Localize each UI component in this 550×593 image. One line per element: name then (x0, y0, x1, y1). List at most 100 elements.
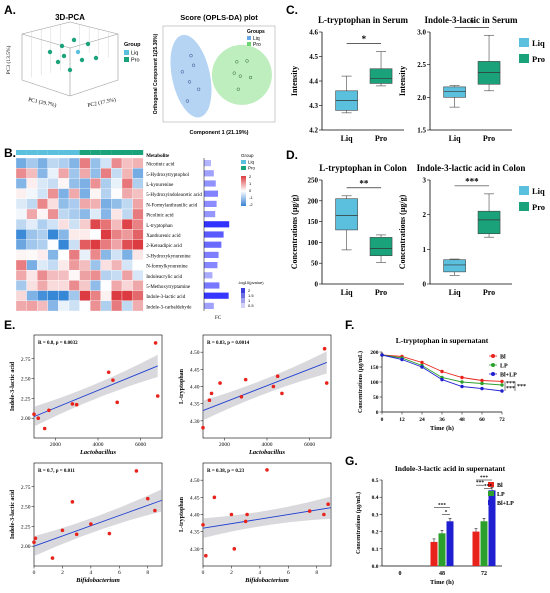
legend-entry: Pro (131, 58, 140, 64)
heatmap-cell (79, 270, 91, 281)
legend-swatch (241, 160, 246, 164)
scatter-point (322, 512, 326, 517)
fc-bar (204, 302, 214, 309)
x-tick-label: 0 (33, 570, 36, 576)
y-tick-label: 0 (315, 281, 319, 289)
heatmap-cell (47, 280, 59, 291)
scatter-point (50, 556, 55, 560)
y-tick-label: 50 (311, 260, 319, 268)
axis-label-x: Component 1 (21.19%) (190, 130, 249, 136)
y-tick-label: 100 (308, 239, 319, 247)
legend-entry: Liq (532, 186, 545, 196)
color-scale-bar (241, 176, 246, 206)
legend-swatch (488, 482, 494, 487)
heatmap-cell (26, 300, 38, 312)
y-tick-label: 1.5 (417, 127, 426, 135)
heatmap-cell (111, 259, 123, 271)
scatter-point (243, 377, 248, 382)
opls-point (196, 87, 201, 91)
cube-edge (69, 21, 119, 35)
heatmap-cell (68, 270, 80, 281)
x-tick-label: Liq (449, 288, 462, 297)
heatmap-cell (58, 280, 70, 291)
heatmap-cell (90, 198, 101, 210)
x-tick-label: Liq (341, 288, 354, 297)
pca-point (55, 59, 61, 65)
scatter-point (245, 512, 249, 517)
confidence-band (203, 496, 331, 539)
bar (430, 541, 438, 566)
heatmap-cell (26, 280, 38, 291)
pvalue-tick: 1 (248, 298, 251, 303)
regression-line (202, 362, 327, 411)
heatmap-cell (58, 239, 70, 250)
x-tick-label: 8 (315, 570, 318, 576)
pca-point (71, 37, 77, 43)
heatmap-cell (37, 259, 48, 271)
heatmap-cell (132, 259, 144, 271)
cube-edge (21, 79, 71, 97)
heatmap-cell (79, 168, 91, 179)
heatmap-cell (100, 259, 112, 271)
series-point (420, 360, 424, 365)
legend-entry: Liq (131, 51, 138, 57)
heatmap-cell (26, 219, 38, 230)
opls-point (232, 71, 236, 75)
confidence-band (34, 489, 162, 557)
heatmap-cell (121, 259, 133, 271)
heatmap-cell (68, 259, 80, 271)
metabolite-label: 5-Hydroxyindoleacetic acid (146, 193, 202, 198)
y-tick-label: 250 (308, 177, 319, 185)
heatmap-cell (79, 229, 91, 240)
heatmap-cell (26, 229, 38, 240)
confidence-ellipse-liq (170, 34, 212, 118)
y-tick-label: 4.40 (190, 385, 200, 391)
pvalue-tick: 1.5 (248, 293, 254, 298)
scatter-point (280, 391, 284, 396)
heatmap-cell (47, 229, 59, 240)
color-scale-tick: 1 (249, 181, 252, 186)
heatmap-cell (111, 239, 123, 250)
group-bar-cell (69, 150, 80, 155)
heatmap-cell (15, 280, 27, 291)
scatter-point (324, 381, 329, 385)
box (335, 198, 358, 231)
legend-entry: Pro (532, 54, 545, 64)
heatmap-cell (47, 208, 59, 220)
legend-title: Group (241, 153, 254, 158)
heatmap-cell (111, 280, 123, 291)
scatter-point (89, 522, 93, 526)
legend-swatch (519, 186, 529, 195)
heatmap-cell (26, 208, 38, 220)
heatmap-cell (47, 178, 59, 189)
fc-bar (204, 180, 216, 187)
heatmap-cell (47, 157, 59, 169)
y-tick-label: 2.50 (21, 377, 31, 383)
confidence-ellipse-pro (211, 44, 272, 105)
y-tick-label: 0 (423, 281, 427, 289)
scatter-point (243, 519, 248, 524)
x-tick-label: 72 (499, 417, 505, 423)
heatmap-cell (111, 270, 123, 281)
series-point (500, 379, 504, 384)
heatmap-cell (100, 198, 112, 210)
metabolite-label: Indole-3-carbaldehyde (146, 305, 192, 310)
legend-entry: Pro (253, 42, 261, 48)
series-point (480, 378, 484, 383)
plot-frame (162, 25, 276, 123)
x-tick-label: 8 (146, 570, 149, 576)
opls-point (235, 60, 239, 64)
heatmap-cell (15, 259, 27, 271)
box (369, 237, 393, 257)
metabolite-label: Indoleacrylic acid (146, 275, 182, 280)
heatmap-cell (47, 259, 59, 271)
scatter-point (70, 500, 75, 504)
group-bar-cell (90, 150, 101, 155)
panel-label-d: D. (286, 148, 298, 162)
heatmap-cell (79, 259, 91, 271)
axis-label-x: Time (h) (430, 579, 454, 586)
scatter-point (74, 532, 79, 537)
fc-bar (204, 282, 220, 289)
y-tick-label: 2.0 (417, 94, 426, 102)
chart-title: L-tryptophan in Serum (318, 15, 409, 25)
